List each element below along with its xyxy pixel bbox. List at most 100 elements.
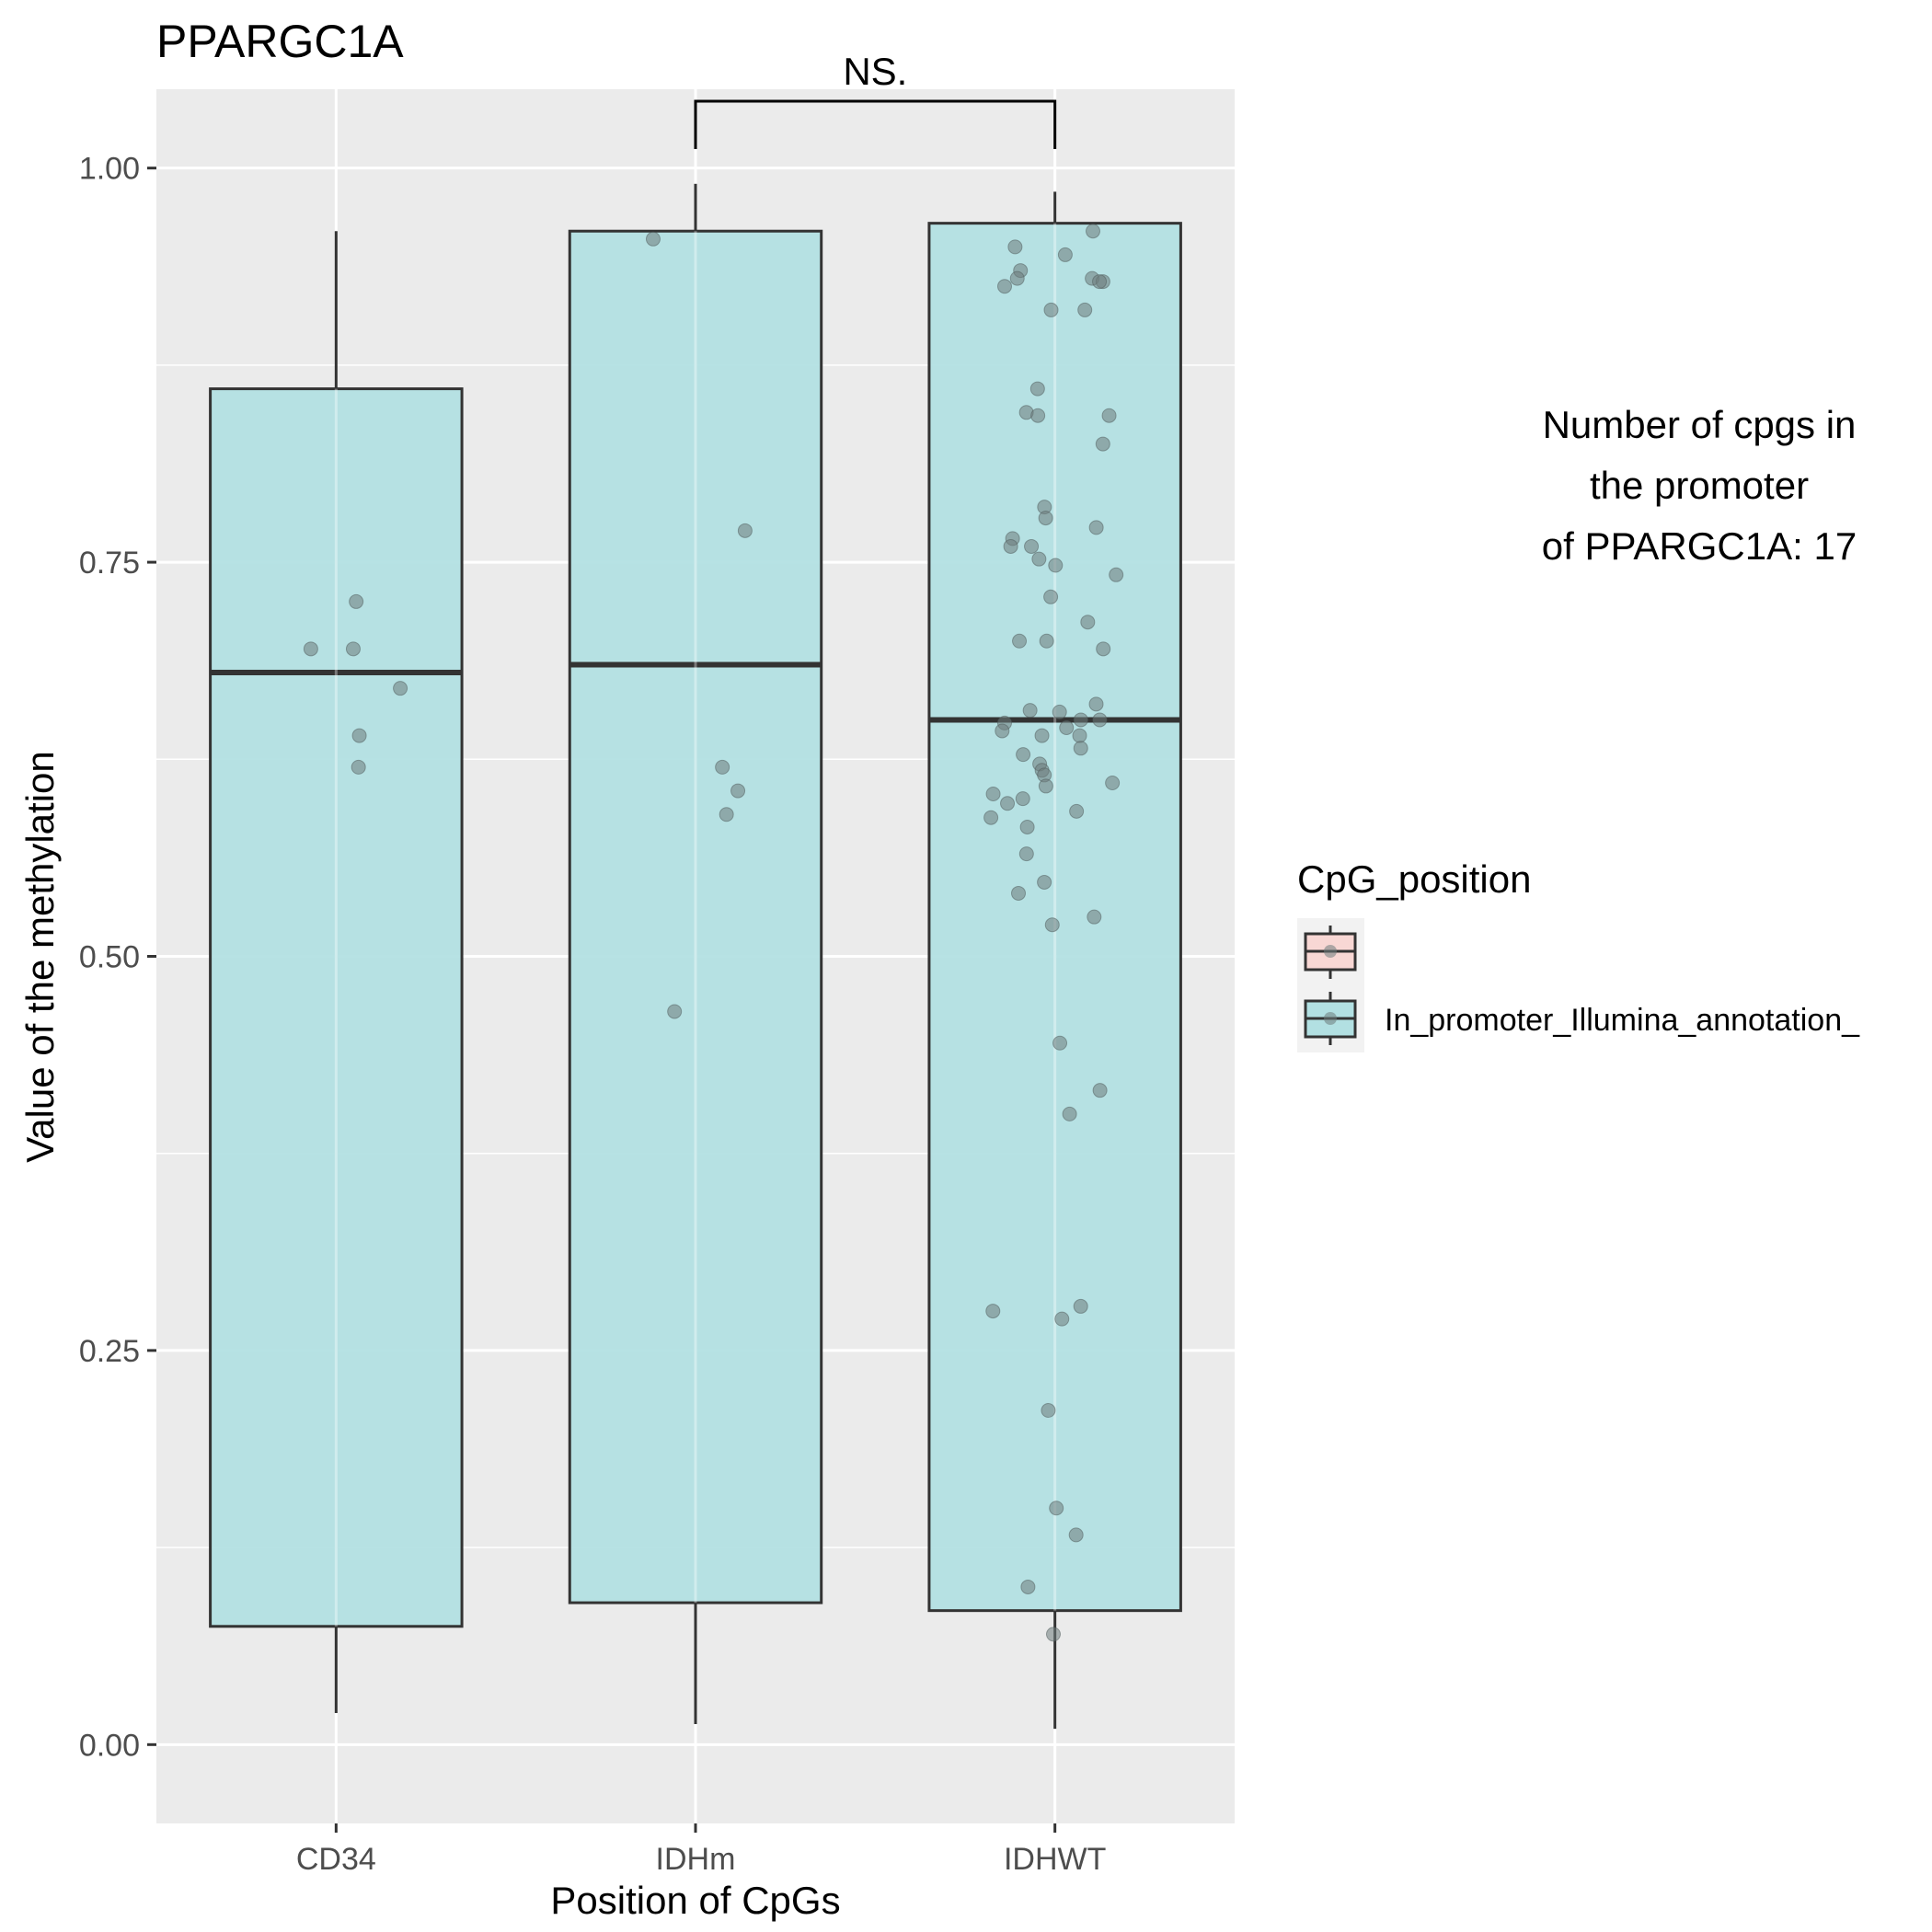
- data-point: [1037, 874, 1052, 890]
- data-point: [1080, 615, 1096, 630]
- data-point: [1007, 239, 1023, 255]
- bracket-line: [694, 99, 1057, 149]
- bracket-label: NS.: [843, 50, 907, 93]
- data-point: [995, 723, 1010, 739]
- data-point: [1057, 247, 1073, 262]
- data-point: [1043, 589, 1059, 604]
- y-axis-label: Value of the methylation: [18, 751, 62, 1163]
- y-tick-label: 0.50: [79, 940, 140, 975]
- data-point: [1000, 796, 1016, 811]
- data-point: [1020, 1579, 1036, 1594]
- x-tick-label: CD34: [296, 1842, 376, 1877]
- data-point: [1016, 747, 1031, 763]
- legend-title: CpG_position: [1297, 857, 1531, 901]
- y-axis: 0.00 0.25 0.50 0.75 1.00: [79, 152, 156, 1763]
- data-points: [303, 224, 1124, 1642]
- data-point: [1105, 776, 1121, 790]
- data-point: [1044, 917, 1060, 933]
- data-point: [1073, 741, 1088, 756]
- data-point: [997, 279, 1013, 294]
- note-line-3: of PPARGC1A: 17: [1542, 524, 1857, 568]
- data-point: [1015, 791, 1030, 807]
- data-point: [1101, 408, 1117, 423]
- data-point: [1029, 381, 1045, 397]
- chart-title: PPARGC1A: [156, 16, 404, 67]
- significance-bracket: NS.: [694, 50, 1057, 149]
- data-point: [1087, 909, 1102, 925]
- data-point: [719, 807, 734, 822]
- x-tick-label: IDHWT: [1004, 1842, 1106, 1877]
- data-point: [1012, 633, 1028, 649]
- data-point: [1045, 1627, 1061, 1642]
- data-point: [303, 641, 318, 657]
- data-point: [1030, 408, 1046, 423]
- box-idhwt: [927, 191, 1182, 1730]
- data-point: [983, 810, 999, 825]
- data-point: [1062, 1106, 1077, 1121]
- data-point: [349, 593, 364, 609]
- data-point: [1086, 224, 1101, 239]
- data-point: [1019, 819, 1035, 834]
- data-point: [1009, 270, 1025, 286]
- box-iqr: [568, 229, 823, 1604]
- data-point: [645, 231, 661, 247]
- data-point: [345, 641, 361, 657]
- legend-key-2: [1304, 992, 1357, 1045]
- y-tick-label: 0.25: [79, 1334, 140, 1369]
- data-point: [1088, 696, 1104, 712]
- legend-key-1: [1304, 926, 1357, 979]
- data-point: [393, 681, 408, 696]
- box-cd34: [209, 231, 464, 1714]
- x-axis-label: Position of CpGs: [550, 1879, 840, 1922]
- legend: CpG_position In_promoter_Illumina_annota…: [1297, 857, 1860, 1052]
- data-point: [1069, 803, 1085, 819]
- data-point: [1092, 1083, 1108, 1098]
- data-point: [1088, 520, 1104, 535]
- data-point: [1003, 538, 1018, 554]
- y-tick-label: 1.00: [79, 152, 140, 187]
- note-line-1: Number of cpgs in: [1543, 403, 1857, 446]
- data-point: [1096, 641, 1111, 657]
- data-point: [1073, 712, 1088, 728]
- data-point: [1018, 846, 1034, 862]
- data-point: [351, 759, 366, 775]
- x-axis: CD34 IDHm IDHWT: [296, 1823, 1106, 1877]
- data-point: [1077, 302, 1093, 317]
- data-point: [1054, 1311, 1070, 1327]
- box-iqr: [927, 222, 1182, 1613]
- box-iqr: [209, 387, 464, 1628]
- data-point: [667, 1004, 683, 1019]
- legend-label-2: In_promoter_Illumina_annotation_: [1385, 1003, 1860, 1038]
- data-point: [1043, 302, 1059, 317]
- data-point: [985, 786, 1001, 801]
- data-point: [351, 728, 367, 743]
- data-point: [1092, 712, 1108, 728]
- data-point: [730, 783, 746, 799]
- data-point: [1092, 274, 1108, 290]
- data-point: [1039, 633, 1054, 649]
- data-point: [1059, 720, 1075, 736]
- data-point: [1068, 1527, 1084, 1543]
- data-point: [1052, 1035, 1068, 1051]
- data-point: [1041, 1403, 1056, 1419]
- box-idhm: [568, 183, 823, 1725]
- data-point: [1048, 558, 1064, 573]
- data-point: [1095, 436, 1110, 452]
- y-tick-label: 0.00: [79, 1728, 140, 1763]
- x-tick-label: IDHm: [656, 1842, 736, 1877]
- data-point: [1109, 567, 1124, 582]
- data-point: [1038, 511, 1053, 526]
- data-point: [1022, 703, 1038, 719]
- data-point: [1038, 778, 1053, 794]
- data-point: [715, 759, 730, 775]
- data-point: [737, 523, 753, 538]
- note-line-2: the promoter: [1590, 464, 1809, 507]
- y-tick-label: 0.75: [79, 546, 140, 581]
- data-point: [1031, 551, 1047, 567]
- data-point: [985, 1304, 1001, 1319]
- data-point: [1011, 885, 1027, 901]
- data-point: [1034, 728, 1050, 743]
- data-point: [1024, 538, 1040, 554]
- data-point: [1072, 728, 1087, 743]
